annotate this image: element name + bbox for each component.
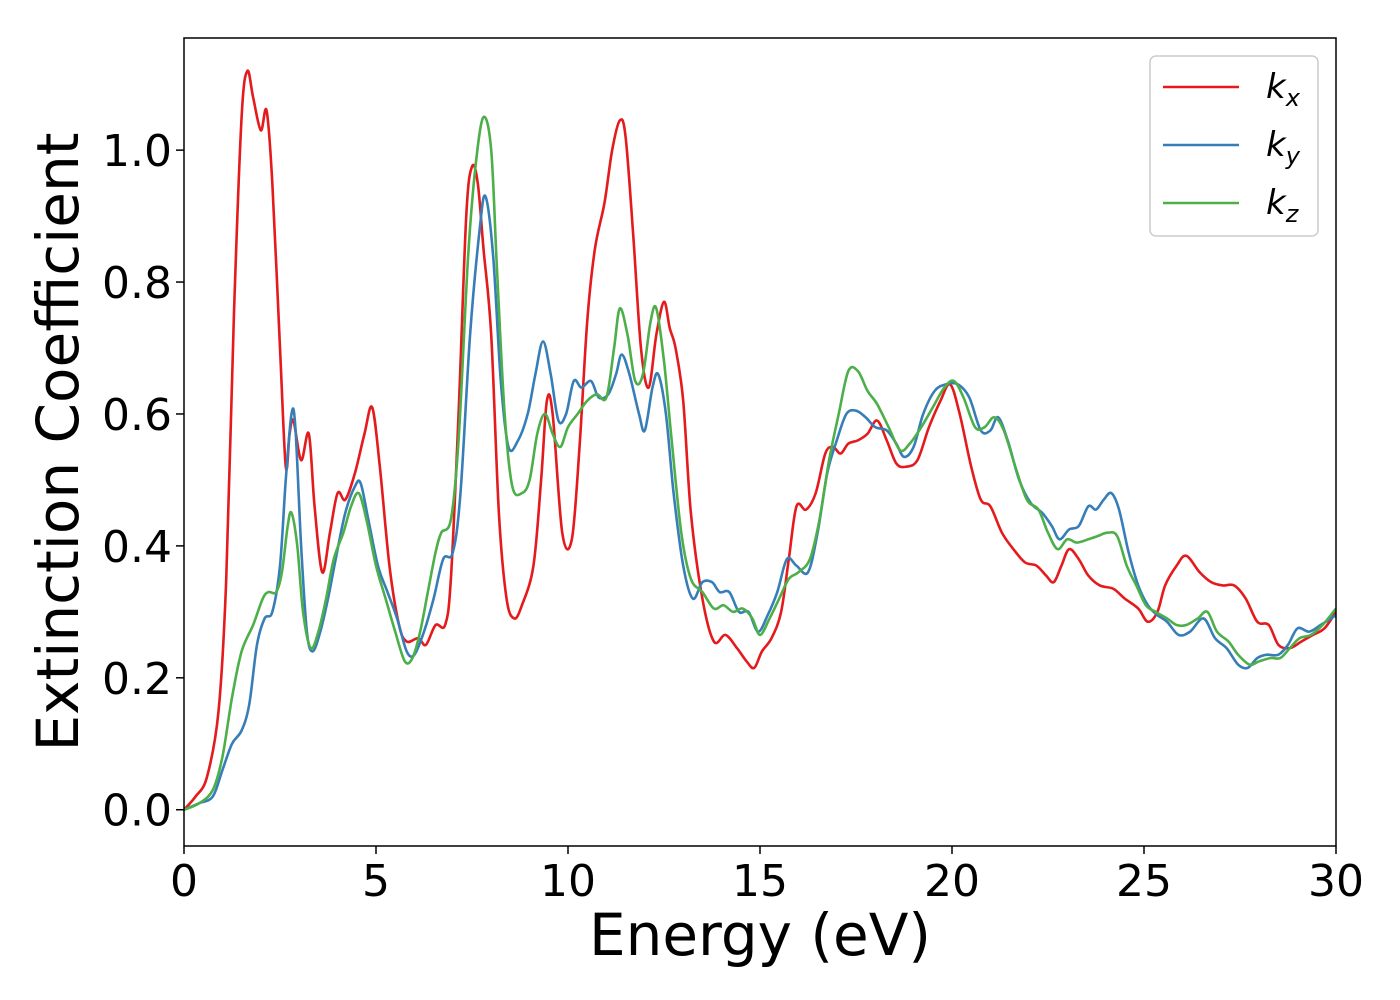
y-axis-title: Extinction Coefficient [24,133,92,752]
series-line-ky [184,194,1336,811]
x-tick-label: 15 [732,856,788,907]
x-axis-title: Energy (eV) [589,901,931,969]
series-layer [184,69,1336,811]
y-tick-label: 0.6 [102,390,172,441]
y-tick-label: 0.2 [102,654,172,705]
x-tick-label: 30 [1308,856,1364,907]
legend-label-ky: ky [1266,125,1301,170]
y-tick-label: 0.0 [102,786,172,837]
series-line-kx [184,69,1336,811]
x-tick-label: 20 [924,856,980,907]
x-tick-label: 5 [362,856,390,907]
x-tick-label: 0 [170,856,198,907]
legend-label-kx: kx [1266,67,1301,112]
x-tick-label: 25 [1116,856,1172,907]
y-tick-label: 0.4 [102,522,172,573]
legend: kx ky kz [1149,55,1319,237]
legend-label-kz: kz [1266,183,1300,228]
y-tick-label: 0.8 [102,258,172,309]
x-tick-label: 10 [540,856,596,907]
y-axis-ticks: 0.0 0.2 0.4 0.6 0.8 1.0 [102,126,184,837]
y-tick-label: 1.0 [102,126,172,177]
x-axis-ticks: 0 5 10 15 20 25 30 [170,846,1364,907]
series-line-kz [184,115,1336,811]
